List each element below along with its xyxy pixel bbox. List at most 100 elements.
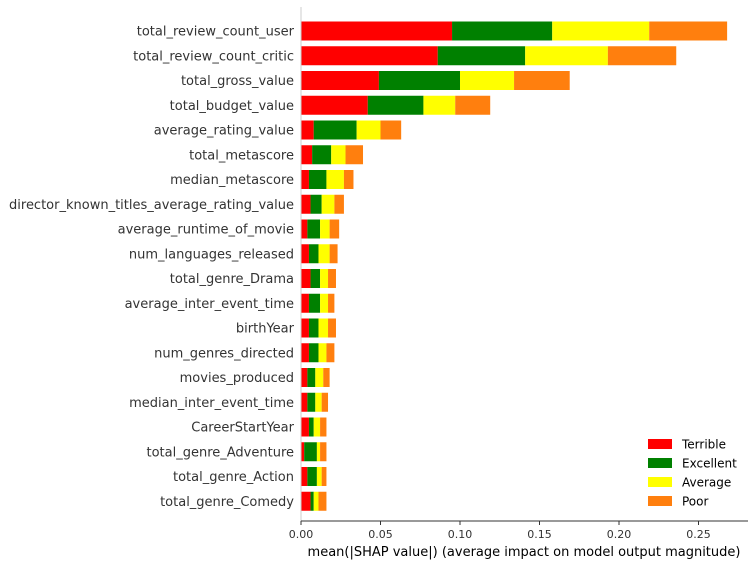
y-tick-label: num_languages_released bbox=[129, 247, 294, 262]
y-tick-label: total_metascore bbox=[189, 148, 294, 163]
y-tick-label: total_review_count_critic bbox=[133, 49, 294, 64]
bar-poor-total_review_count_user bbox=[649, 21, 728, 41]
legend-swatch-poor bbox=[648, 496, 672, 506]
bar-terrible-movies_produced bbox=[301, 368, 308, 387]
bar-terrible-total_genre_Action bbox=[301, 467, 308, 486]
bar-poor-num_languages_released bbox=[329, 244, 338, 264]
bar-excellent-average_runtime_of_movie bbox=[307, 219, 321, 239]
bar-poor-average_runtime_of_movie bbox=[329, 219, 340, 239]
x-axis: 0.00 0.05 0.10 0.15 0.20 0.25 bbox=[289, 7, 748, 541]
y-tick-label: num_genres_directed bbox=[154, 346, 294, 361]
x-tick-label: 0.25 bbox=[686, 528, 711, 541]
bar-terrible-total_review_count_user bbox=[301, 21, 453, 41]
bar-poor-total_genre_Adventure bbox=[320, 442, 327, 462]
y-tick-labels: total_review_count_user total_review_coun… bbox=[9, 25, 295, 510]
y-tick-label: director_known_titles_average_rating_val… bbox=[9, 198, 294, 213]
bar-poor-total_genre_Action bbox=[321, 467, 327, 486]
bar-terrible-num_languages_released bbox=[301, 244, 309, 264]
bar-excellent-CareerStartYear bbox=[308, 417, 314, 437]
y-tick-label: total_genre_Comedy bbox=[160, 495, 294, 510]
y-tick-label: movies_produced bbox=[180, 371, 294, 386]
bar-terrible-total_genre_Drama bbox=[301, 269, 311, 288]
bar-average-total_budget_value bbox=[423, 95, 456, 115]
bar-average-total_genre_Action bbox=[316, 467, 322, 486]
bar-poor-CareerStartYear bbox=[320, 417, 327, 437]
bar-average-total_genre_Comedy bbox=[313, 491, 319, 511]
bar-average-average_runtime_of_movie bbox=[320, 219, 330, 239]
bar-terrible-average_inter_event_time bbox=[301, 293, 309, 313]
y-tick-label: total_budget_value bbox=[170, 99, 294, 114]
bar-average-total_genre_Adventure bbox=[316, 442, 321, 462]
bar-excellent-average_rating_value bbox=[313, 120, 357, 140]
legend-label-poor: Poor bbox=[682, 495, 708, 509]
bar-poor-average_rating_value bbox=[380, 120, 402, 140]
bar-excellent-average_inter_event_time bbox=[308, 293, 321, 313]
bar-poor-movies_produced bbox=[323, 368, 330, 387]
bar-excellent-total_genre_Action bbox=[307, 467, 317, 486]
bar-average-total_gross_value bbox=[460, 71, 515, 90]
bar-average-CareerStartYear bbox=[313, 417, 321, 437]
bar-excellent-total_genre_Adventure bbox=[304, 442, 317, 462]
y-tick-label: total_genre_Drama bbox=[170, 272, 294, 287]
bar-terrible-total_budget_value bbox=[301, 95, 368, 115]
bar-excellent-total_review_count_critic bbox=[437, 46, 526, 66]
y-tick-label: total_review_count_user bbox=[137, 25, 295, 40]
bar-excellent-birthYear bbox=[308, 318, 319, 338]
bar-excellent-total_review_count_user bbox=[452, 21, 553, 41]
y-tick-label: CareerStartYear bbox=[191, 421, 294, 436]
bar-poor-director_known_titles_average_rating_value bbox=[334, 194, 344, 214]
bars-layer bbox=[301, 21, 728, 511]
bar-terrible-CareerStartYear bbox=[301, 417, 309, 437]
x-tick-label: 0.15 bbox=[527, 528, 552, 541]
bar-excellent-movies_produced bbox=[307, 368, 316, 387]
y-tick-label: total_gross_value bbox=[181, 74, 294, 89]
y-tick-label: average_inter_event_time bbox=[125, 297, 294, 312]
bar-terrible-median_inter_event_time bbox=[301, 392, 308, 412]
bar-terrible-total_review_count_critic bbox=[301, 46, 438, 66]
bar-terrible-average_rating_value bbox=[301, 120, 314, 140]
bar-average-director_known_titles_average_rating_value bbox=[321, 194, 335, 214]
legend-swatch-excellent bbox=[648, 458, 672, 468]
bar-average-num_languages_released bbox=[318, 244, 330, 264]
x-tick-label: 0.10 bbox=[448, 528, 473, 541]
bar-poor-median_inter_event_time bbox=[321, 392, 329, 412]
bar-terrible-total_genre_Adventure bbox=[301, 442, 305, 462]
x-axis-label: mean(|SHAP value|) (average impact on mo… bbox=[308, 545, 741, 560]
y-tick-label: total_genre_Action bbox=[173, 470, 294, 485]
bar-average-total_genre_Drama bbox=[320, 269, 329, 288]
bar-excellent-num_languages_released bbox=[308, 244, 319, 264]
bar-terrible-median_metascore bbox=[301, 170, 309, 189]
bar-excellent-total_genre_Drama bbox=[310, 269, 321, 288]
bar-excellent-director_known_titles_average_rating_value bbox=[310, 194, 322, 214]
bar-terrible-total_genre_Comedy bbox=[301, 491, 311, 511]
legend-swatch-average bbox=[648, 477, 672, 487]
x-tick-label: 0.00 bbox=[289, 528, 314, 541]
bar-average-average_rating_value bbox=[356, 120, 381, 140]
bar-terrible-average_runtime_of_movie bbox=[301, 219, 308, 239]
bar-excellent-total_genre_Comedy bbox=[310, 491, 314, 511]
bar-poor-birthYear bbox=[328, 318, 336, 338]
bar-poor-num_genres_directed bbox=[326, 343, 335, 363]
legend-swatch-terrible bbox=[648, 439, 672, 449]
bar-average-total_review_count_critic bbox=[525, 46, 608, 66]
bar-average-movies_produced bbox=[315, 368, 324, 387]
y-tick-label: average_runtime_of_movie bbox=[118, 223, 294, 238]
legend-label-excellent: Excellent bbox=[682, 457, 737, 471]
bar-poor-total_metascore bbox=[345, 145, 364, 165]
bar-excellent-total_metascore bbox=[312, 145, 332, 165]
y-tick-label: average_rating_value bbox=[154, 124, 294, 139]
bar-terrible-birthYear bbox=[301, 318, 309, 338]
bar-average-total_review_count_user bbox=[552, 21, 650, 41]
bar-poor-total_gross_value bbox=[514, 71, 570, 90]
legend: Terrible Excellent Average Poor bbox=[648, 438, 737, 509]
legend-label-terrible: Terrible bbox=[681, 438, 726, 452]
bar-average-median_inter_event_time bbox=[315, 392, 322, 412]
x-tick-label: 0.05 bbox=[368, 528, 393, 541]
bar-poor-average_inter_event_time bbox=[328, 293, 335, 313]
bar-excellent-median_inter_event_time bbox=[307, 392, 316, 412]
bar-excellent-total_gross_value bbox=[378, 71, 460, 90]
bar-terrible-total_metascore bbox=[301, 145, 313, 165]
bar-excellent-num_genres_directed bbox=[308, 343, 319, 363]
bar-terrible-num_genres_directed bbox=[301, 343, 309, 363]
